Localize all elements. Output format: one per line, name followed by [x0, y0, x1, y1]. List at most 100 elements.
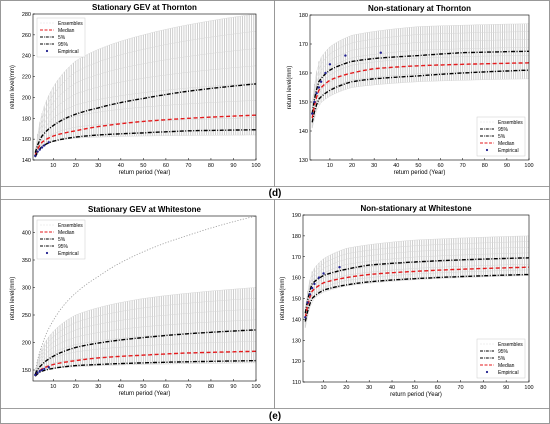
- x-tick-label: 50: [140, 384, 146, 390]
- legend-box: [36, 219, 86, 260]
- ensemble-curve: [305, 275, 529, 328]
- legend-swatch-ensembles: [49, 22, 51, 24]
- x-tick-label: 70: [457, 385, 463, 391]
- x-tick-label: 10: [50, 163, 56, 169]
- row-label-e: (e): [269, 411, 281, 422]
- empirical-point: [304, 316, 307, 319]
- y-tick-label: 220: [22, 75, 31, 81]
- y-tick-label: 150: [292, 297, 301, 303]
- x-tick-label: 90: [504, 163, 510, 169]
- x-tick-label: 60: [437, 163, 443, 169]
- ensemble-curve: [305, 263, 529, 322]
- ensemble-curve: [305, 269, 529, 325]
- legend-label: Median: [58, 28, 75, 34]
- charts: Stationary GEV at Thornton 10 20 30 40 50 60 70…: [10, 3, 534, 398]
- legend-box: [36, 17, 86, 58]
- legend-swatch-empirical: [485, 148, 489, 152]
- ensemble-curve: [311, 47, 529, 114]
- x-axis-label: return period (Year): [119, 170, 171, 176]
- legend-swatch-empirical: [45, 49, 49, 53]
- x-tick-label: 80: [480, 385, 486, 391]
- legend-swatch-ensembles: [483, 121, 485, 123]
- chart-3: Stationary GEV at Whitestone 10 20 30 40 50 60…: [10, 205, 261, 397]
- ensemble-curve: [311, 31, 529, 106]
- y-axis-label: return level(mm): [10, 65, 16, 109]
- x-tick-label: 40: [118, 384, 124, 390]
- y-tick-label: 350: [22, 258, 31, 264]
- legend-swatch-ensembles: [49, 224, 51, 226]
- ensemble-curve: [35, 31, 256, 152]
- legend-label: 5%: [498, 356, 506, 362]
- ensemble-curve: [305, 235, 529, 307]
- empirical-point: [40, 146, 44, 149]
- ensemble-outlier-curve: [34, 216, 256, 372]
- legend-label: 5%: [58, 35, 66, 41]
- legend-box: [476, 338, 526, 379]
- chart-title: Non-stationary at Whitestone: [360, 204, 472, 213]
- legend-label: Ensembles: [58, 223, 83, 229]
- chart-4: Non-stationary at Whitestone 10 20 30 40 50 60…: [280, 204, 534, 398]
- x-tick-label: 100: [524, 385, 533, 391]
- legend-swatch-ensembles: [52, 224, 54, 226]
- x-tick-label: 70: [460, 163, 466, 169]
- legend-swatch-ensembles: [489, 343, 491, 345]
- y-tick-label: 200: [22, 95, 31, 101]
- empirical-point: [322, 272, 325, 275]
- ensemble-curve: [35, 134, 256, 159]
- legend-swatch-ensembles: [483, 343, 485, 345]
- empirical-points: [304, 265, 341, 319]
- x-tick-label: 40: [118, 163, 124, 169]
- plot-frame: [32, 13, 257, 161]
- y-tick-label: 260: [22, 33, 31, 39]
- y-axis-label: return level(mm): [287, 66, 293, 110]
- x-tick-label: 40: [393, 163, 399, 169]
- x-axis-label: return period (Year): [119, 391, 171, 397]
- x-tick-label: 80: [482, 163, 488, 169]
- x-tick-label: 80: [208, 384, 214, 390]
- x-tick-label: 50: [415, 163, 421, 169]
- x-axis-label: return period (Year): [394, 170, 446, 176]
- ensemble-curve: [311, 39, 529, 110]
- series-line-median: [311, 62, 529, 119]
- empirical-point: [306, 301, 309, 304]
- y-tick-label: 170: [299, 42, 308, 48]
- legend-swatch-ensembles: [52, 22, 54, 24]
- y-tick-label: 300: [22, 286, 31, 292]
- legend-box: [476, 116, 526, 157]
- legend-label: Median: [498, 141, 515, 147]
- empirical-point: [324, 71, 327, 75]
- legend-swatch-ensembles: [46, 224, 48, 226]
- legend-label: Ensembles: [498, 120, 523, 126]
- ensemble-curve: [305, 258, 529, 319]
- y-tick-label: 110: [292, 380, 301, 386]
- x-tick-label: 30: [95, 384, 101, 390]
- y-tick-label: 120: [292, 359, 301, 365]
- x-tick-label: 60: [163, 163, 169, 169]
- ensemble-curve: [35, 319, 256, 374]
- empirical-point: [308, 293, 312, 296]
- legend-label: Empirical: [58, 49, 79, 55]
- legend-swatch-ensembles: [492, 121, 494, 123]
- x-tick-label: 20: [349, 163, 355, 169]
- x-tick-label: 10: [327, 163, 333, 169]
- y-tick-label: 280: [22, 12, 31, 18]
- empirical-point: [317, 86, 321, 89]
- chart-2: Non-stationary at Thornton 10 20 30 40 50 60 70…: [287, 4, 534, 176]
- x-axis-label: return period (Year): [390, 392, 442, 398]
- chart-title: Stationary GEV at Whitestone: [88, 205, 201, 214]
- y-tick-label: 160: [299, 71, 308, 77]
- x-tick-label: 100: [251, 163, 260, 169]
- x-tick-label: 30: [95, 163, 101, 169]
- empirical-point: [36, 150, 39, 153]
- plot-frame: [32, 215, 257, 382]
- legend-swatch-ensembles: [492, 343, 494, 345]
- x-tick-label: 10: [320, 385, 326, 391]
- series-line-95pct: [34, 83, 256, 153]
- empirical-points: [311, 51, 382, 115]
- series-line-median: [34, 114, 256, 156]
- x-tick-label: 100: [524, 163, 533, 169]
- empirical-point: [36, 371, 39, 374]
- empirical-point: [344, 54, 347, 57]
- y-tick-label: 200: [22, 341, 31, 347]
